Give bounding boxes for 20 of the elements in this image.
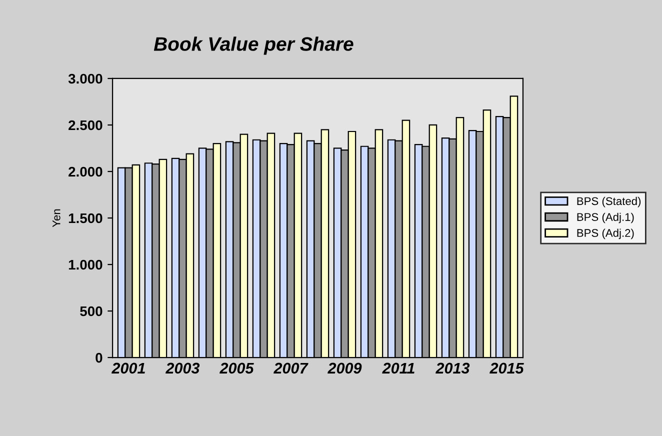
y-tick-label: 500 <box>80 306 102 316</box>
y-tick-label: 1.000 <box>68 260 102 270</box>
y-tick-label: 0 <box>96 352 102 363</box>
x-tick-label: 2011 <box>382 362 414 374</box>
legend-label: BPS (Adj.1) <box>577 212 634 224</box>
legend-label: BPS (Stated) <box>577 196 641 208</box>
y-tick-label: 2.000 <box>68 166 102 177</box>
y-tick-label: 3.000 <box>68 74 102 84</box>
x-tick-label: 2013 <box>436 362 470 374</box>
chart-title: Book Value per Share <box>154 36 354 55</box>
y-axis-title: Yen <box>52 209 60 228</box>
y-tick-label: 2.500 <box>68 120 102 130</box>
legend-label: BPS (Adj.2) <box>577 228 634 240</box>
x-tick-label: 2009 <box>328 362 362 374</box>
x-tick-label: 2015 <box>490 362 524 374</box>
x-tick-label: 2001 <box>112 362 145 374</box>
x-tick-label: 2003 <box>166 362 200 374</box>
x-tick-label: 2005 <box>220 362 254 374</box>
y-tick-label: 1.500 <box>68 213 102 224</box>
x-tick-label: 2007 <box>274 362 308 374</box>
